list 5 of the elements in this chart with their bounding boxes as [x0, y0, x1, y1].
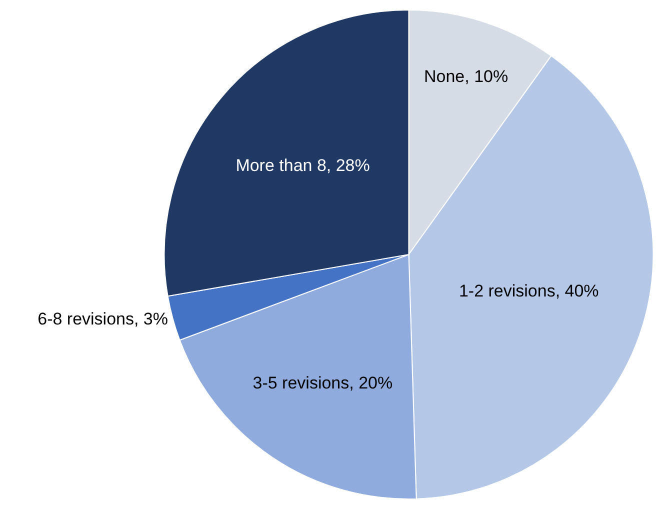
slice-label: More than 8, 28% [236, 156, 370, 175]
slice-label: 3-5 revisions, 20% [252, 373, 393, 392]
slice-label: 1-2 revisions, 40% [458, 282, 599, 301]
slice-label: 6-8 revisions, 3% [38, 310, 168, 329]
slice-label: None, 10% [424, 66, 508, 86]
